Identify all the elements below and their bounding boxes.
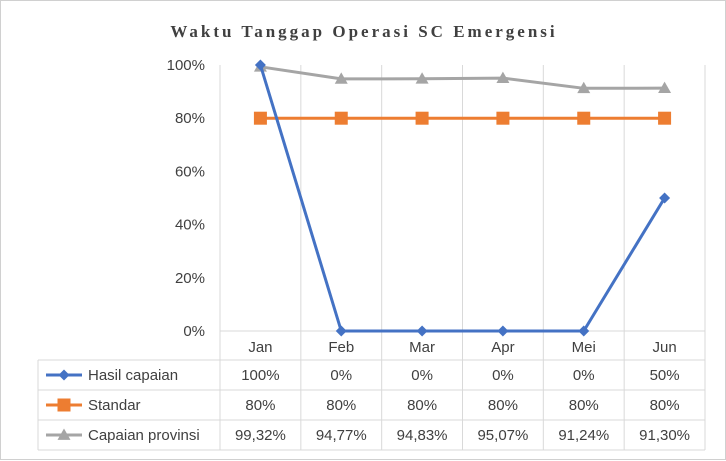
y-tick-label: 80% xyxy=(175,110,205,127)
data-point xyxy=(253,111,267,125)
data-table-cell: 91,24% xyxy=(558,427,609,444)
y-tick-label: 0% xyxy=(183,323,205,340)
data-table-cell: 0% xyxy=(330,367,352,384)
data-table-cell: 80% xyxy=(407,397,437,414)
data-point xyxy=(415,72,429,84)
x-tick-label: Jun xyxy=(652,339,676,356)
y-tick-label: 100% xyxy=(167,57,205,74)
legend-key-marker xyxy=(57,428,71,440)
data-point xyxy=(335,325,347,337)
data-table-cell: 80% xyxy=(245,397,275,414)
data-point xyxy=(658,111,672,125)
chart-title: Waktu Tanggap Operasi SC Emergensi xyxy=(170,22,557,41)
data-point xyxy=(334,111,348,125)
x-tick-label: Apr xyxy=(491,339,514,356)
data-table-cell: 91,30% xyxy=(639,427,690,444)
data-point xyxy=(254,59,266,71)
y-tick-label: 60% xyxy=(175,163,205,180)
data-table-cell: 94,83% xyxy=(397,427,448,444)
data-table-cell: 80% xyxy=(650,397,680,414)
x-tick-label: Mar xyxy=(409,339,435,356)
data-table-cell: 80% xyxy=(326,397,356,414)
y-tick-label: 40% xyxy=(175,217,205,234)
data-table-cell: 94,77% xyxy=(316,427,367,444)
data-table-cell: 100% xyxy=(241,367,279,384)
data-table-cell: 0% xyxy=(573,367,595,384)
x-tick-label: Feb xyxy=(328,339,354,356)
data-point xyxy=(658,81,672,94)
data-table-cell: 99,32% xyxy=(235,427,286,444)
legend-label: Standar xyxy=(88,397,141,414)
series-line-3 xyxy=(260,65,665,90)
data-table-cell: 95,07% xyxy=(477,427,528,444)
data-point xyxy=(577,81,591,94)
legend-key-marker xyxy=(57,398,71,412)
data-point xyxy=(415,111,429,125)
data-table-cell: 0% xyxy=(411,367,433,384)
series-line-1 xyxy=(258,64,666,333)
data-point xyxy=(497,325,509,337)
y-tick-label: 20% xyxy=(175,270,205,287)
data-table-cell: 0% xyxy=(492,367,514,384)
legend-key-marker xyxy=(58,369,70,381)
data-point xyxy=(496,71,510,83)
data-point xyxy=(659,192,671,204)
data-point xyxy=(496,111,510,125)
data-table-cell: 80% xyxy=(488,397,518,414)
data-point xyxy=(578,325,590,337)
data-table-cell: 50% xyxy=(650,367,680,384)
x-tick-label: Mei xyxy=(572,339,596,356)
data-point xyxy=(416,325,428,337)
data-table-cell: 80% xyxy=(569,397,599,414)
data-point xyxy=(334,72,348,84)
legend-label: Capaian provinsi xyxy=(88,427,200,444)
legend-label: Hasil capaian xyxy=(88,367,178,384)
x-tick-label: Jan xyxy=(248,339,272,356)
data-point xyxy=(577,111,591,125)
